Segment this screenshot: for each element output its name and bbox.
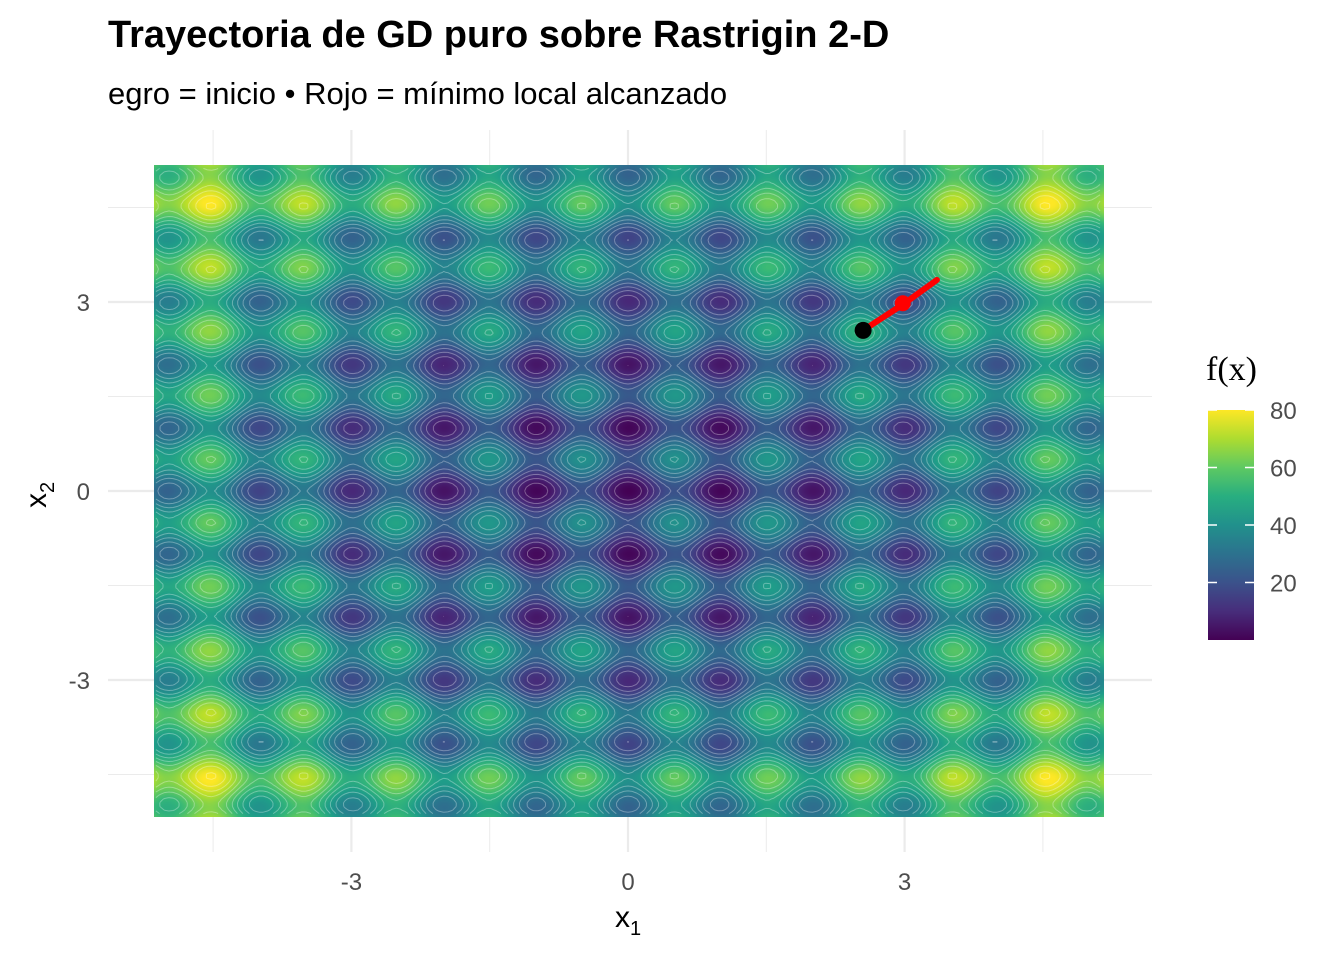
x-tick-label: -3 — [341, 869, 362, 896]
chart-title: Trayectoria de GD puro sobre Rastrigin 2… — [108, 14, 890, 56]
legend-title: f(x) — [1206, 351, 1257, 388]
trajectory — [854, 276, 940, 339]
x-tick-label: 3 — [898, 869, 911, 896]
y-tick-label: 0 — [77, 479, 90, 506]
contour-lines — [155, 167, 1101, 815]
y-tick-label: -3 — [69, 668, 90, 695]
x-axis-ticks: -3 0 3 — [341, 869, 912, 896]
colorbar-tick-label: 20 — [1270, 571, 1297, 598]
x-tick-label: 0 — [621, 869, 634, 896]
y-axis-ticks: -3 0 3 — [69, 290, 90, 695]
colorbar-tick-label: 80 — [1270, 398, 1297, 425]
trajectory-start-point — [854, 321, 872, 339]
colorbar-tick-label: 40 — [1270, 513, 1297, 540]
colorbar-tick-label: 60 — [1270, 456, 1297, 483]
y-tick-label: 3 — [77, 290, 90, 317]
colorbar-ticks: 20 40 60 80 — [1208, 398, 1297, 598]
x-axis-label: x1 — [615, 901, 641, 940]
trajectory-end-point — [894, 295, 911, 312]
colorbar-legend: f(x) 20 40 60 80 — [1206, 351, 1297, 640]
contour-path — [155, 167, 1101, 815]
heatmap-surface — [154, 165, 1104, 817]
y-axis-label: x2 — [20, 482, 59, 508]
chart-subtitle: egro = inicio • Rojo = mínimo local alca… — [108, 76, 728, 111]
